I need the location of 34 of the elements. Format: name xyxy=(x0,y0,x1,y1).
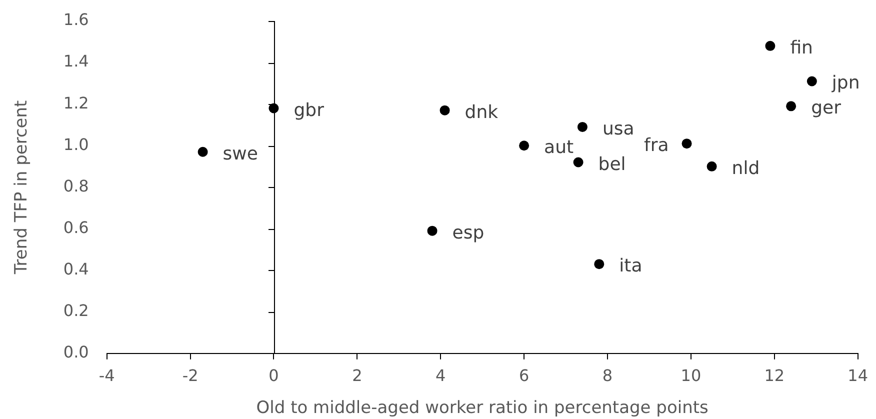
annotation: aut xyxy=(544,137,574,158)
y-tick-label: 1.4 xyxy=(63,52,89,71)
x-tick-label: -4 xyxy=(98,366,115,386)
y-axis-title: Trend TFP in percent xyxy=(12,100,32,276)
x-tick-label: 6 xyxy=(518,366,530,386)
y-tick-label: 1.0 xyxy=(63,134,89,154)
y-tick-label: 0.0 xyxy=(63,342,89,362)
x-tick-label: 12 xyxy=(764,366,785,386)
y-tick-label: 0.8 xyxy=(63,176,89,196)
annotation: ger xyxy=(811,98,842,119)
x-tick-label: 0 xyxy=(268,366,279,386)
x-tick-label: 10 xyxy=(680,366,702,386)
y-tick-label: 0.2 xyxy=(63,301,89,320)
annotation: dnk xyxy=(464,102,499,123)
x-tick-label: 14 xyxy=(848,366,868,386)
y-tick-label: 0.6 xyxy=(63,218,89,237)
annotation: jpn xyxy=(830,72,860,94)
x-tick-label: 8 xyxy=(602,366,613,386)
annotation: nld xyxy=(732,158,760,179)
annotation: ita xyxy=(619,256,642,277)
annotation: fra xyxy=(644,135,669,156)
annotation: usa xyxy=(602,118,634,140)
annotation: fin xyxy=(790,37,813,58)
annotation: swe xyxy=(222,143,258,164)
y-tick-label: 1.6 xyxy=(63,10,89,30)
x-tick-label: 2 xyxy=(352,366,362,386)
annotation: esp xyxy=(452,222,484,244)
annotation: gbr xyxy=(294,100,325,121)
y-tick-label: 0.4 xyxy=(63,259,89,278)
x-tick-label: -2 xyxy=(182,366,198,386)
annotation: bel xyxy=(598,154,626,175)
x-tick-label: 4 xyxy=(436,366,446,386)
x-axis-title: Old to middle-aged worker ratio in percentage points xyxy=(256,398,709,418)
y-tick-label: 1.2 xyxy=(63,93,89,112)
